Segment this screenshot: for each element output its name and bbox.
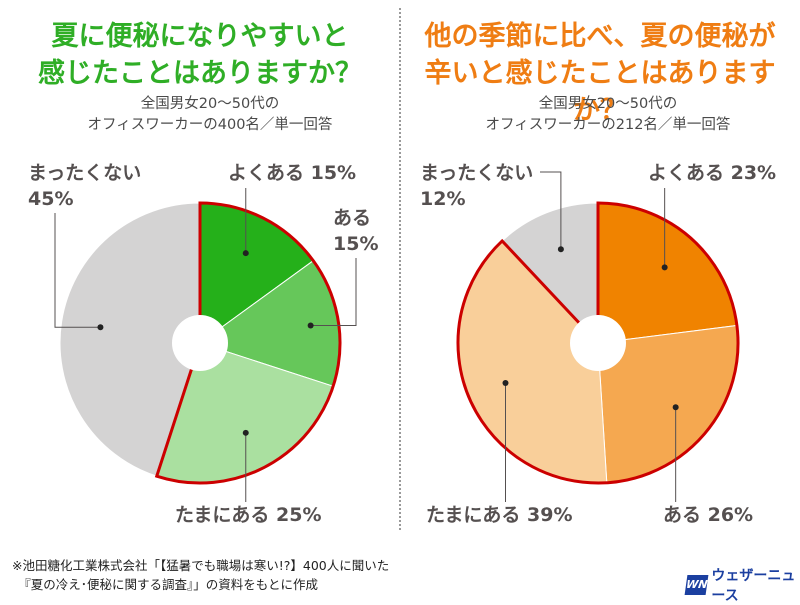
footnote-line1: ※池田糖化工業株式会社「【猛暑でも職場は寒い!?】400人に聞いた <box>12 558 390 573</box>
chart1-slice-often <box>597 202 738 344</box>
right-label-occasionally: たまにある 39% <box>426 504 573 526</box>
right-label-never-word: まったくない <box>420 162 534 184</box>
chart1-leader-never <box>540 171 562 250</box>
chart0-center-hole <box>172 315 228 371</box>
weathernews-logo: WN ウェザーニュース <box>684 565 800 605</box>
chart0-dot-occasionally <box>242 429 249 436</box>
left-subtitle-line1: 全国男女20～50代の <box>140 96 280 112</box>
chart1-dot-sometimes <box>672 404 679 411</box>
left-label-often: よくある 15% <box>228 162 357 184</box>
left-label-never-pct: 45% <box>28 188 74 210</box>
right-chart-title: 他の季節に比べ、夏の便秘が 辛いと感じたことはありますか？ <box>400 18 800 129</box>
chart0-leader-never <box>54 213 101 328</box>
chart0-dot-often <box>242 250 249 257</box>
chart0-slice-never <box>59 202 201 477</box>
left-label-sometimes-word: ある <box>333 207 372 229</box>
left-title-line2: 感じたことはありますか？ <box>38 58 362 89</box>
chart0-dot-sometimes <box>307 322 314 329</box>
right-label-never-pct: 12% <box>420 188 466 210</box>
chart1-slice-never <box>501 202 599 345</box>
right-subtitle-line1: 全国男女20～50代の <box>538 96 678 112</box>
chart1-highlight-outline <box>456 201 740 485</box>
chart1-dot-often <box>661 264 668 271</box>
right-subtitle-line2: オフィスワーカーの212名／単一回答 <box>485 117 731 133</box>
panel-divider <box>399 8 401 530</box>
right-label-often: よくある 23% <box>648 162 777 184</box>
right-chart-subtitle: 全国男女20～50代の オフィスワーカーの212名／単一回答 <box>458 94 758 136</box>
chart0-highlight-outline <box>154 201 342 485</box>
chart0-dot-never <box>97 324 104 331</box>
left-subtitle-line2: オフィスワーカーの400名／単一回答 <box>87 117 333 133</box>
source-footnote: ※池田糖化工業株式会社「【猛暑でも職場は寒い!?】400人に聞いた 『夏の冷え･… <box>12 556 389 594</box>
right-title-line2: 辛いと感じたことはありますか？ <box>424 58 776 126</box>
right-label-sometimes: ある 26% <box>663 504 754 526</box>
chart0-leader-sometimes <box>310 258 357 326</box>
chart1-dot-never <box>557 246 564 253</box>
left-label-sometimes-pct: 15% <box>333 233 379 255</box>
footnote-line2: 『夏の冷え･便秘に関する調査』」の資料をもとに作成 <box>12 577 319 592</box>
chart1-dot-occasionally <box>502 380 509 387</box>
right-title-line1: 他の季節に比べ、夏の便秘が <box>424 21 776 52</box>
left-chart-subtitle: 全国男女20～50代の オフィスワーカーの400名／単一回答 <box>60 94 360 136</box>
left-label-occasionally: たまにある 25% <box>175 504 322 526</box>
logo-name: ウェザーニュース <box>711 568 796 604</box>
chart1-center-hole <box>570 315 626 371</box>
left-chart-title: 夏に便秘になりやすいと 感じたことはありますか？ <box>0 18 400 92</box>
left-label-never-word: まったくない <box>28 162 142 184</box>
logo-mark-icon: WN <box>684 575 709 595</box>
left-title-line1: 夏に便秘になりやすいと <box>51 21 349 52</box>
